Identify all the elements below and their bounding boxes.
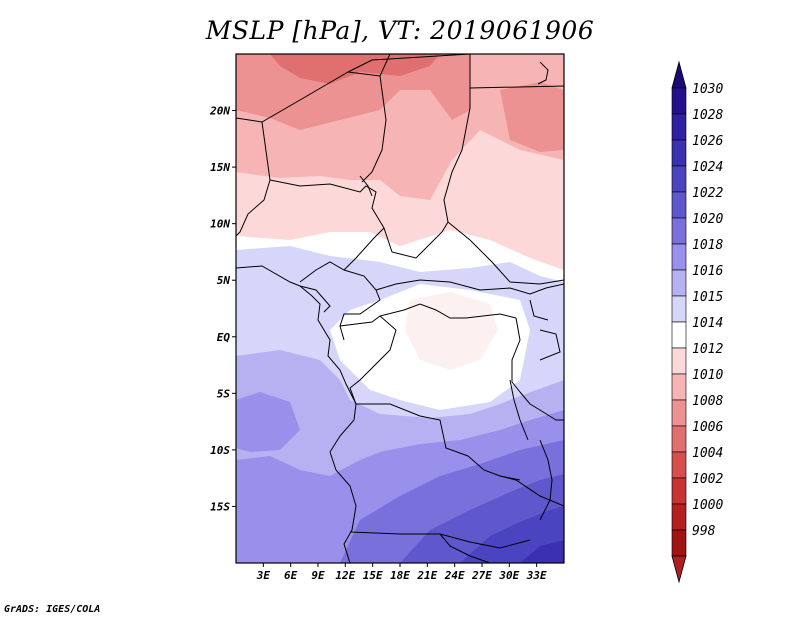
lat-tick-label: 20N bbox=[209, 105, 230, 118]
colorbar-swatch bbox=[671, 243, 687, 271]
colorbar-swatch bbox=[671, 399, 687, 427]
colorbar-label: 1018 bbox=[692, 238, 723, 253]
lon-tick-label: 33E bbox=[526, 569, 547, 582]
map-axes: 20N 15N 10N 5N EQ 5S 10S 15S 3E 6E 9E 12E 15E 18E 21E 2… bbox=[209, 105, 547, 582]
colorbar-label: 998 bbox=[692, 524, 716, 539]
colorbar-label: 1030 bbox=[692, 82, 723, 97]
colorbar-swatch bbox=[671, 503, 687, 531]
country-borders bbox=[236, 54, 564, 563]
colorbar-swatch bbox=[671, 477, 687, 505]
colorbar-swatch bbox=[671, 529, 687, 557]
lat-tick-label: 10N bbox=[210, 218, 230, 231]
lat-tick-label: 15N bbox=[210, 161, 230, 174]
pressure-field bbox=[236, 54, 564, 563]
colorbar-swatch bbox=[671, 295, 687, 323]
lon-tick-label: 12E bbox=[335, 569, 355, 582]
lon-tick-label: 18E bbox=[390, 569, 410, 582]
plot-title: MSLP [hPa], VT: 2019061906 bbox=[205, 16, 595, 45]
colorbar-swatch bbox=[671, 321, 687, 349]
colorbar-swatch bbox=[671, 191, 687, 219]
colorbar-swatch bbox=[671, 269, 687, 297]
colorbar-label: 1024 bbox=[692, 160, 723, 175]
colorbar-label: 1008 bbox=[692, 394, 723, 409]
lat-tick-label: 5N bbox=[217, 274, 231, 287]
colorbar-label: 1028 bbox=[692, 108, 723, 123]
colorbar-label: 1014 bbox=[692, 316, 723, 331]
lon-tick-label: 30E bbox=[498, 569, 519, 582]
colorbar-swatch bbox=[671, 87, 687, 115]
colorbar-swatch bbox=[671, 113, 687, 141]
colorbar-swatch bbox=[671, 425, 687, 453]
colorbar-label: 1012 bbox=[692, 342, 723, 357]
colorbar-swatch bbox=[671, 139, 687, 167]
colorbar-label: 1010 bbox=[692, 368, 723, 383]
lat-tick-label: 5S bbox=[217, 387, 231, 400]
colorbar-label: 1006 bbox=[692, 420, 723, 435]
lon-tick-label: 3E bbox=[256, 569, 271, 582]
colorbar-swatch bbox=[671, 347, 687, 375]
colorbar-swatch bbox=[671, 373, 687, 401]
lat-tick-label: EQ bbox=[217, 331, 231, 344]
lat-tick-label: 15S bbox=[210, 500, 230, 513]
colorbar-label: 1015 bbox=[692, 290, 723, 305]
colorbar-bottom-cap bbox=[671, 555, 687, 584]
colorbar-swatch bbox=[671, 165, 687, 193]
lon-tick-label: 15E bbox=[363, 569, 383, 582]
colorbar-label: 1004 bbox=[692, 446, 723, 461]
grads-credit: GrADS: IGES/COLA bbox=[4, 604, 101, 615]
colorbar-label: 1016 bbox=[692, 264, 723, 279]
colorbar-swatch bbox=[671, 451, 687, 479]
lon-tick-label: 24E bbox=[444, 569, 465, 582]
colorbar-label: 1026 bbox=[692, 134, 723, 149]
lon-tick-label: 9E bbox=[311, 569, 325, 582]
colorbar-label: 1020 bbox=[692, 212, 723, 227]
lat-tick-label: 10S bbox=[210, 444, 230, 457]
colorbar-top-cap bbox=[671, 60, 687, 89]
lon-tick-label: 21E bbox=[416, 569, 437, 582]
lon-tick-label: 27E bbox=[471, 569, 492, 582]
colorbar-label: 1022 bbox=[692, 186, 723, 201]
colorbar-label: 1002 bbox=[692, 472, 723, 487]
colorbar: 1030 1028 1026 1024 1022 1020 1018 1016 1015 1014… bbox=[671, 60, 723, 584]
lon-tick-label: 6E bbox=[284, 569, 298, 582]
colorbar-label: 1000 bbox=[692, 498, 723, 513]
colorbar-swatch bbox=[671, 217, 687, 245]
